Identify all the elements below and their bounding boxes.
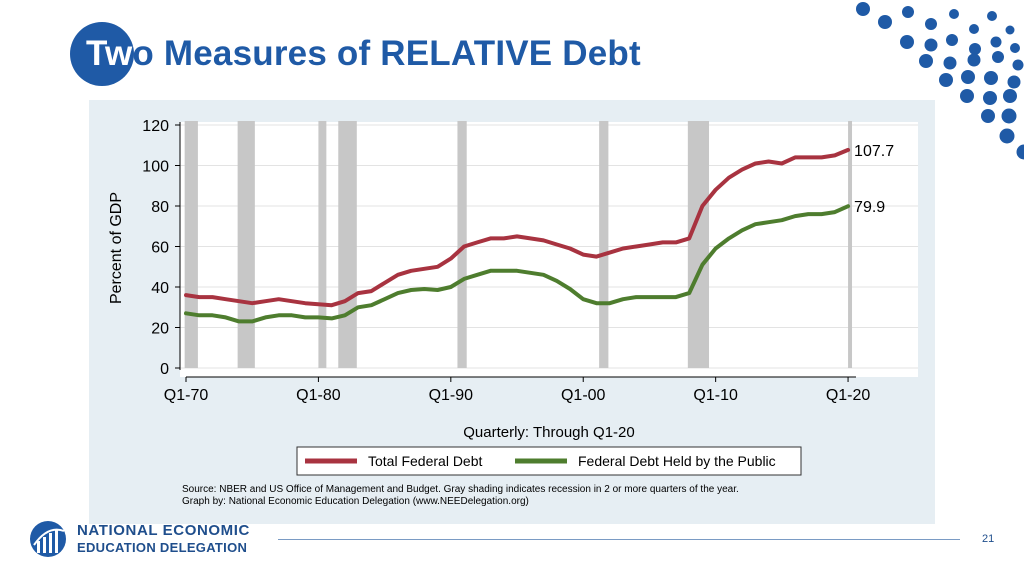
x-tick-label: Q1-70	[164, 387, 209, 404]
recession-band	[848, 121, 853, 368]
footer-org-line1: NATIONAL ECONOMIC	[77, 522, 250, 539]
y-tick-label: 60	[151, 240, 169, 257]
recession-band	[184, 121, 198, 368]
recession-band	[237, 121, 255, 368]
x-tick-label: Q1-00	[561, 387, 606, 404]
y-tick-label: 40	[151, 280, 169, 297]
footer-divider	[278, 539, 960, 540]
y-tick-label: 100	[142, 159, 169, 176]
x-tick-label: Q1-90	[429, 387, 474, 404]
slide-title-first-letters: Tw	[86, 34, 133, 73]
slide-title: Two Measures of RELATIVE Debt	[86, 34, 641, 74]
title-accent-circle	[70, 22, 134, 86]
y-tick-label: 0	[160, 361, 169, 378]
chart-legend: Total Federal Debt Federal Debt Held by …	[296, 446, 802, 476]
x-tick-label: Q1-10	[693, 387, 738, 404]
y-axis-label: Percent of GDP	[108, 192, 125, 304]
slide-title-rest: o Measures of RELATIVE Debt	[132, 34, 641, 73]
y-tick-label: 20	[151, 321, 169, 338]
series-line-public-debt	[184, 204, 851, 324]
recession-band	[457, 121, 467, 368]
y-tick-label: 120	[142, 118, 169, 135]
page-number: 21	[982, 533, 995, 545]
need-logo-icon	[30, 521, 66, 557]
recession-band	[687, 121, 710, 368]
chart-panel: 107.7 79.9 0 20 40 60 80 100 120 Q1-70 Q1-80 Q1-90…	[89, 100, 935, 524]
x-tick-label: Q1-80	[296, 387, 341, 404]
end-value-label: 107.7	[854, 143, 894, 160]
x-axis-label: Quarterly: Through Q1-20	[463, 424, 634, 441]
x-tick-label: Q1-20	[826, 387, 871, 404]
series-line-total-debt	[184, 147, 851, 308]
recession-band	[318, 121, 327, 368]
y-tick-label: 80	[151, 199, 169, 216]
legend-label-public-debt: Federal Debt Held by the Public	[578, 453, 776, 469]
debt-chart: 107.7 79.9 0 20 40 60 80 100 120 Q1-70 Q1-80 Q1-90…	[108, 118, 918, 507]
chart-source-note: Source: NBER and US Office of Management…	[182, 484, 739, 495]
plot-area	[180, 122, 918, 377]
footer-org-line2: EDUCATION DELEGATION	[77, 540, 248, 555]
decorative-dot-pattern	[856, 2, 1024, 160]
recession-band	[338, 121, 357, 368]
recession-band	[599, 121, 609, 368]
end-value-label: 79.9	[854, 199, 885, 216]
chart-credit-note: Graph by: National Economic Education De…	[182, 496, 529, 507]
legend-label-total-debt: Total Federal Debt	[368, 453, 483, 469]
